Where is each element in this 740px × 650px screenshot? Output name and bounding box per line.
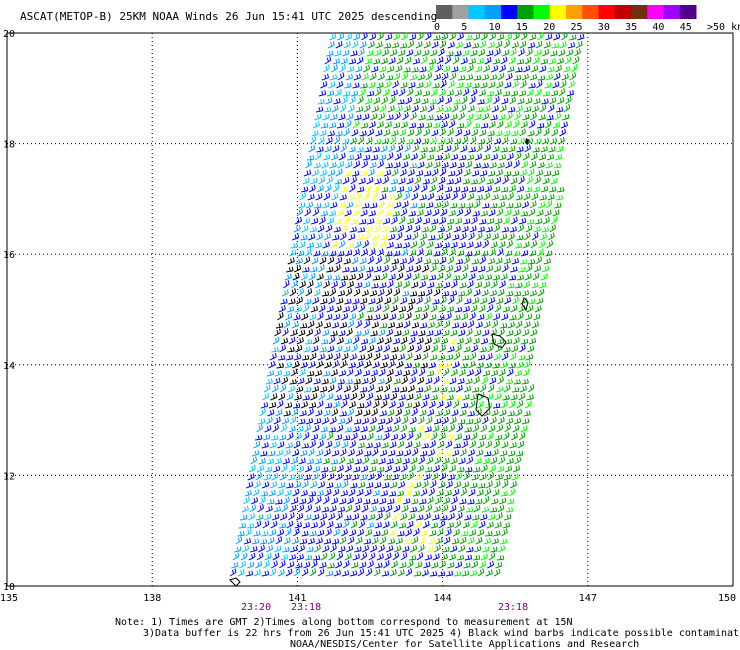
legend-swatch bbox=[484, 5, 502, 19]
legend-swatch bbox=[533, 5, 551, 19]
legend-swatch bbox=[566, 5, 583, 19]
wind-barbs-swath bbox=[229, 31, 585, 577]
note-line-2: 3)Data buffer is 22 hrs from 26 Jun 15:4… bbox=[143, 628, 740, 639]
lon-label: 135 bbox=[0, 593, 18, 604]
legend-swatch bbox=[582, 5, 599, 19]
legend-color-bar bbox=[436, 5, 697, 19]
plot-frame bbox=[6, 32, 734, 587]
legend-label: 45 bbox=[680, 22, 692, 33]
lat-label: 10 bbox=[3, 582, 15, 593]
legend-label: 0 bbox=[434, 22, 440, 33]
island-shape bbox=[475, 393, 491, 417]
legend-swatch bbox=[598, 5, 616, 19]
latitude-labels: 20 18 16 14 12 10 bbox=[3, 29, 15, 593]
note-line-3: NOAA/NESDIS/Center for Satellite Applica… bbox=[290, 639, 639, 650]
lat-label: 14 bbox=[3, 361, 15, 372]
legend-swatch bbox=[663, 5, 681, 19]
legend-swatch bbox=[436, 5, 453, 19]
legend-label: >50 knots bbox=[707, 22, 740, 33]
legend-label: 5 bbox=[461, 22, 467, 33]
legend-label: 35 bbox=[625, 22, 637, 33]
lon-label: 147 bbox=[579, 593, 597, 604]
legend-swatch bbox=[501, 5, 518, 19]
legend-label: 30 bbox=[598, 22, 610, 33]
legend-label: 25 bbox=[571, 22, 583, 33]
lon-label: 150 bbox=[718, 593, 736, 604]
lat-label: 20 bbox=[3, 29, 15, 40]
legend-label: 40 bbox=[652, 22, 664, 33]
lat-label: 18 bbox=[3, 140, 15, 151]
note-line-1: Note: 1) Times are GMT 2)Times along bot… bbox=[115, 617, 573, 628]
map-title: ASCAT(METOP-B) 25KM NOAA Winds 26 Jun 15… bbox=[20, 10, 437, 23]
legend-swatch bbox=[647, 5, 664, 19]
longitude-labels: 135 138 141 144 147 150 bbox=[0, 593, 736, 604]
legend-labels: 0 5 10 15 20 25 30 35 40 45 >50 knots bbox=[434, 22, 740, 33]
legend-swatch bbox=[468, 5, 486, 19]
lon-label: 138 bbox=[143, 593, 161, 604]
legend-label: 15 bbox=[516, 22, 528, 33]
island-shape bbox=[229, 577, 241, 587]
legend-swatch bbox=[549, 5, 567, 19]
legend-label: 20 bbox=[543, 22, 555, 33]
lon-label: 144 bbox=[434, 593, 452, 604]
islands bbox=[229, 138, 529, 587]
pass-time-3: 23:18 bbox=[498, 602, 528, 613]
pass-time-1: 23:20 bbox=[241, 602, 271, 613]
legend-swatch bbox=[517, 5, 534, 19]
legend-swatch bbox=[452, 5, 469, 19]
legend-swatch bbox=[614, 5, 632, 19]
legend-label: 10 bbox=[489, 22, 501, 33]
lat-label: 12 bbox=[3, 471, 15, 482]
island-shape bbox=[491, 333, 507, 349]
island-shape bbox=[521, 297, 529, 312]
island-shape bbox=[525, 138, 529, 145]
legend-swatch bbox=[679, 5, 697, 19]
lon-label: 141 bbox=[288, 593, 306, 604]
pass-time-2: 23:18 bbox=[291, 602, 321, 613]
lat-lon-grid bbox=[7, 33, 733, 586]
lat-label: 16 bbox=[3, 250, 15, 261]
legend-swatch bbox=[631, 5, 648, 19]
